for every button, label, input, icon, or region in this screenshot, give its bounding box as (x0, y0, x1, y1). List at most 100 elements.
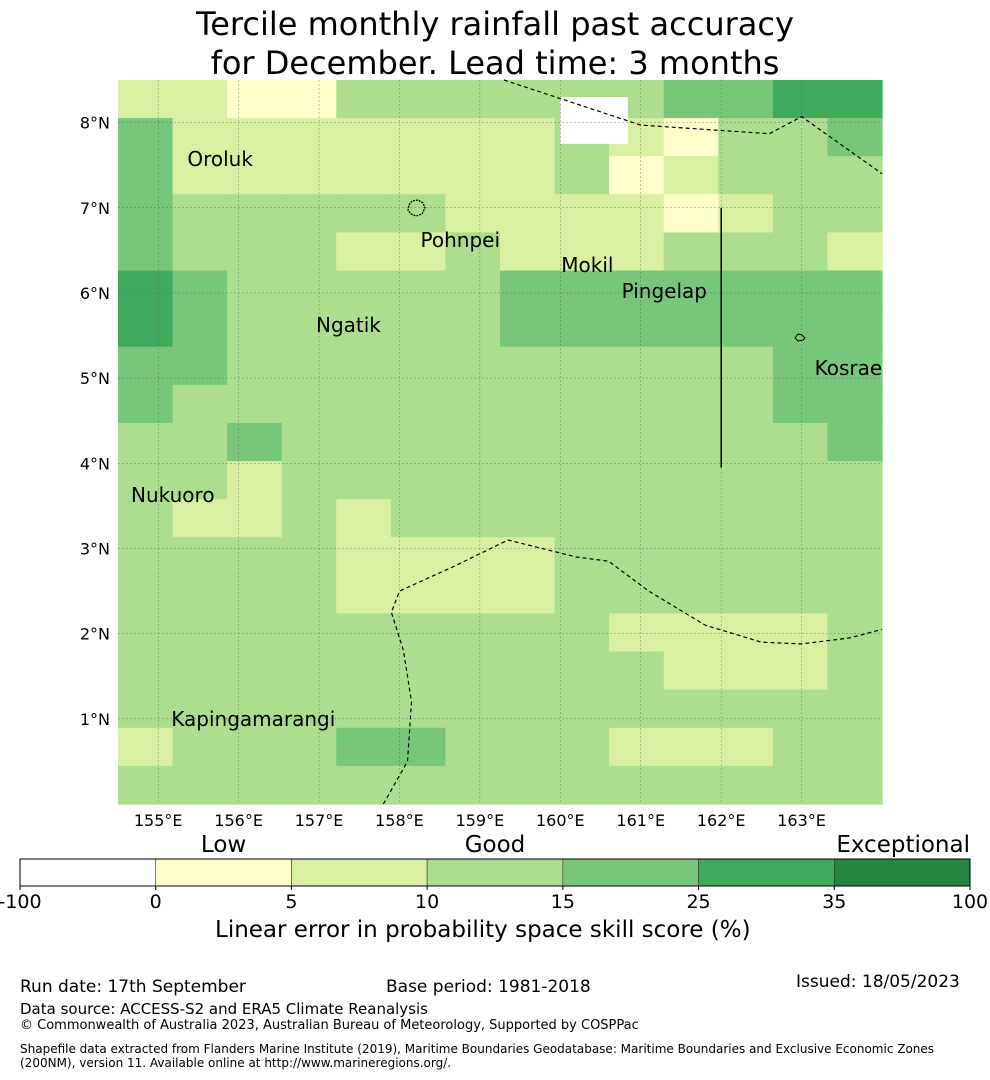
skill-cell (500, 232, 556, 272)
skill-cell (336, 346, 392, 386)
shapefile-credit-line-2: (200NM), version 11. Available online at… (20, 1056, 452, 1070)
skill-cell (445, 156, 501, 195)
lat-tick-label: 5°N (80, 369, 110, 388)
skill-cell (609, 765, 665, 805)
place-label: Pohnpei (420, 227, 501, 252)
skill-cell (554, 461, 610, 500)
lat-tick-label: 7°N (80, 199, 110, 218)
skill-cell (118, 156, 174, 195)
skill-cell (227, 156, 283, 195)
skill-cell (390, 346, 447, 386)
skill-cell (663, 613, 719, 653)
skill-cell (227, 461, 283, 500)
skill-cell (609, 575, 665, 615)
skill-cell (827, 499, 883, 538)
skill-cell (772, 537, 829, 576)
skill-cell (336, 461, 392, 500)
skill-cell (609, 194, 665, 234)
data-source: Data source: ACCESS-S2 and ERA5 Climate … (20, 1000, 428, 1018)
skill-cell (500, 575, 556, 615)
skill-cell (390, 384, 447, 424)
skill-cell (500, 80, 556, 119)
colorbar-tick-label: 100 (952, 891, 988, 913)
skill-cell (827, 651, 883, 691)
skill-cell (500, 118, 556, 157)
skill-cell (227, 232, 283, 272)
skill-cell (609, 727, 665, 767)
skill-cell (281, 461, 337, 500)
skill-cell (554, 575, 610, 615)
colorbar-axis-label: Linear error in probability space skill … (215, 917, 751, 943)
skill-cell (772, 461, 829, 500)
skill-cell (663, 80, 719, 119)
colorbar-category-label: Good (465, 832, 526, 858)
skill-cell (827, 308, 883, 348)
skill-cell (609, 689, 665, 729)
skill-cell (390, 156, 447, 195)
skill-cell (281, 118, 337, 157)
skill-cell (227, 194, 283, 234)
skill-cell (718, 422, 774, 462)
skill-cell (445, 346, 501, 386)
skill-cell (827, 194, 883, 234)
skill-cell (827, 575, 883, 615)
skill-cell (118, 118, 174, 157)
skill-cell (663, 346, 719, 386)
skill-cell (827, 689, 883, 729)
skill-cell (390, 689, 447, 729)
skill-cell (500, 461, 556, 500)
graticule (118, 80, 882, 804)
maritime-boundaries (382, 79, 883, 805)
skill-cell (827, 118, 883, 157)
skill-cell (663, 232, 719, 272)
skill-cell (390, 308, 447, 348)
colorbar-tick-label: -100 (0, 891, 42, 913)
skill-cell (663, 118, 719, 157)
shapefile-credit-line-1: Shapefile data extracted from Flanders M… (20, 1042, 935, 1056)
skill-cell (281, 232, 337, 272)
lat-tick-label: 6°N (80, 284, 110, 303)
skill-cell (554, 384, 610, 424)
skill-cell (118, 422, 174, 462)
copyright: © Commonwealth of Australia 2023, Austra… (20, 1018, 639, 1033)
skill-cell (118, 537, 174, 576)
skill-cell (281, 384, 337, 424)
skill-cell (172, 308, 228, 348)
skill-cell (281, 80, 337, 119)
skill-cell (718, 80, 774, 119)
skill-cell (772, 346, 829, 386)
skill-cell (281, 575, 337, 615)
skill-cell (390, 270, 447, 310)
skill-cell (281, 689, 337, 729)
skill-cell (336, 118, 392, 157)
skill-cell (554, 651, 610, 691)
skill-cell (609, 461, 665, 500)
place-label: Ngatik (316, 313, 381, 337)
skill-cell (445, 80, 501, 119)
skill-cell (172, 499, 228, 538)
skill-cell (500, 765, 556, 805)
skill-cell (718, 156, 774, 195)
skill-cell (827, 422, 883, 462)
skill-cell (500, 308, 556, 348)
skill-grid (118, 80, 883, 805)
skill-cell (281, 422, 337, 462)
place-label: Oroluk (187, 146, 253, 171)
skill-cell (718, 194, 774, 234)
lat-tick-label: 4°N (80, 454, 110, 473)
skill-cell (554, 422, 610, 462)
skill-cell (554, 613, 610, 653)
skill-cell (445, 232, 501, 272)
place-label: Kapingamarangi (171, 707, 336, 732)
skill-cell (118, 651, 174, 691)
skill-cell (172, 118, 228, 157)
colorbar: -100 0 5 10 15 25 35 100 Low Good Exceptional (0, 832, 988, 913)
skill-cell (772, 613, 829, 653)
colorbar-swatch (291, 858, 428, 887)
skill-cell (445, 384, 501, 424)
colorbar-frame (19, 858, 971, 887)
pohnpei-island (407, 199, 426, 217)
skill-cell (500, 689, 556, 729)
skill-cell (663, 651, 719, 691)
lat-tick-label: 1°N (80, 710, 110, 729)
